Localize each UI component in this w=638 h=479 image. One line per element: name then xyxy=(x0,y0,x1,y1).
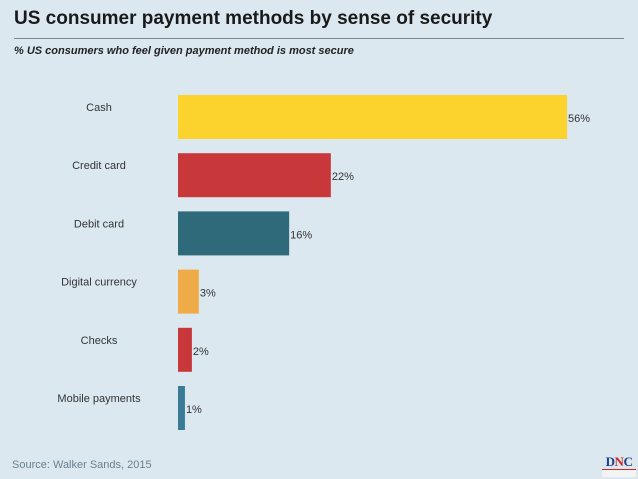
logo-letter-n: N xyxy=(614,454,624,469)
bar-checks xyxy=(178,327,192,372)
category-label: Checks xyxy=(81,335,118,347)
value-label: 16% xyxy=(290,229,312,241)
value-label: 56% xyxy=(568,113,590,125)
source-note: Source: Walker Sands, 2015 xyxy=(12,459,152,471)
chart-title: US consumer payment methods by sense of … xyxy=(14,8,493,29)
bar-debit-card xyxy=(178,211,290,256)
value-label: 1% xyxy=(186,404,202,416)
chart-subtitle: % US consumers who feel given payment me… xyxy=(14,45,354,57)
value-label: 3% xyxy=(200,288,216,300)
value-label: 2% xyxy=(193,346,209,358)
bar-mobile-payments xyxy=(178,386,185,430)
bar-digital-currency xyxy=(178,269,199,314)
bar-cash xyxy=(178,95,568,139)
category-label: Debit card xyxy=(74,218,124,230)
value-label: 22% xyxy=(332,171,354,183)
category-label: Credit card xyxy=(72,160,126,172)
category-label: Digital currency xyxy=(61,277,137,289)
logo-letters: DNC xyxy=(602,455,636,469)
dnc-logo: DNC xyxy=(602,455,636,477)
title-divider xyxy=(14,38,624,39)
logo-script-banner xyxy=(602,469,636,477)
logo-letter-c: C xyxy=(623,454,633,469)
logo-letter-d: D xyxy=(605,454,615,469)
category-label: Mobile payments xyxy=(57,393,141,405)
category-label: Cash xyxy=(86,102,112,114)
bar-credit-card xyxy=(178,153,331,198)
